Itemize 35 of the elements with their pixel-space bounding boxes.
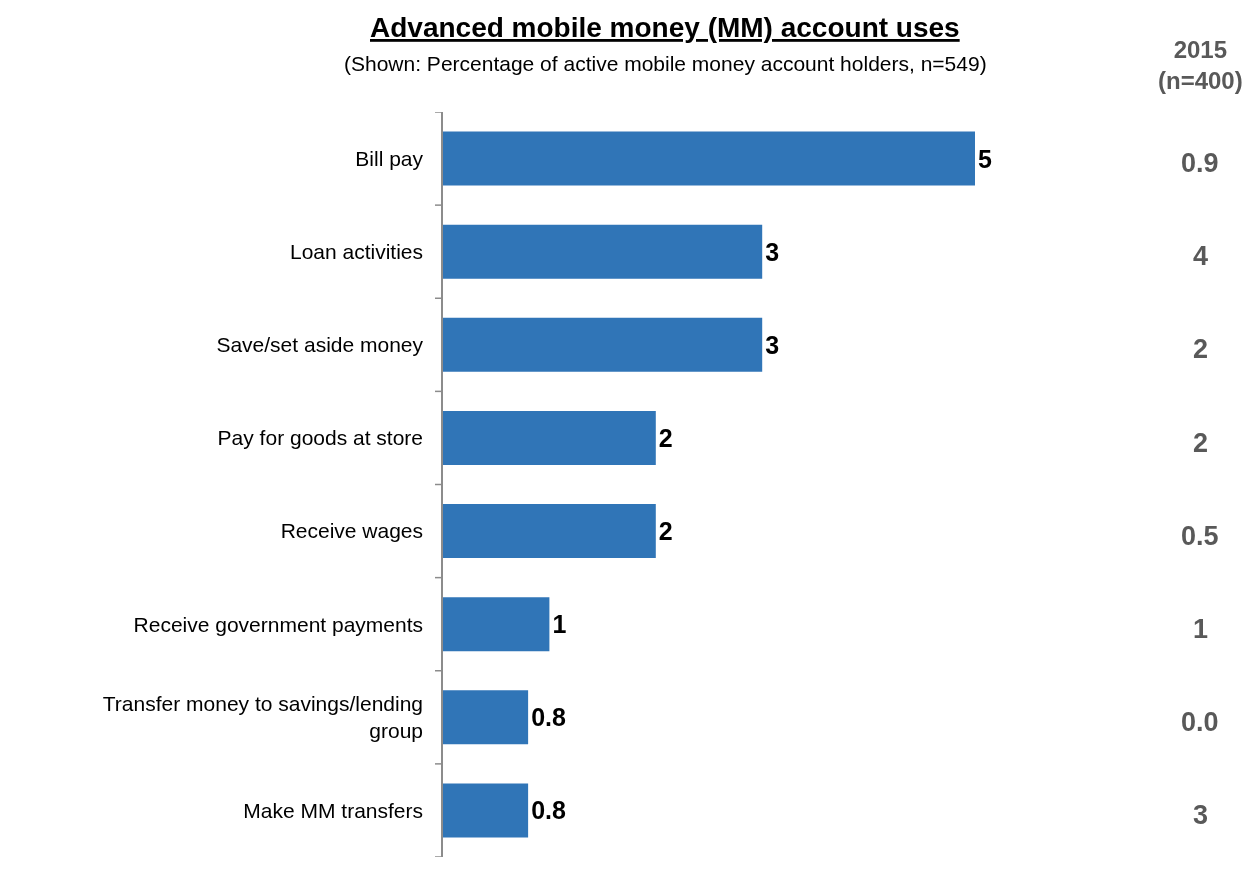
y-tick-label: Receive government payments — [133, 612, 424, 636]
text: 3 — [1193, 800, 1209, 830]
y-tick-label: Loan activities — [289, 240, 424, 264]
bar — [443, 131, 975, 186]
data-label: 1 — [552, 610, 567, 639]
bar — [443, 690, 529, 745]
data-label: 2 — [658, 517, 673, 546]
text: 0.5 — [1181, 521, 1219, 551]
text: 4 — [1193, 241, 1209, 271]
data-label: 2 — [658, 423, 673, 452]
bar — [443, 597, 550, 652]
y-tick-label: Receive wages — [280, 519, 424, 543]
text: 0.0 — [1181, 707, 1219, 737]
y-tick-label: Transfer money to savings/lending group — [102, 692, 424, 743]
chart-title: Advanced mobile money (MM) account uses — [370, 12, 960, 43]
bar — [443, 224, 763, 279]
y-tick-label: Pay for goods at store — [217, 426, 424, 450]
y-tick-label: Save/set aside money — [216, 333, 424, 357]
bar — [443, 410, 656, 465]
text: 0.9 — [1181, 148, 1219, 178]
chart-subtitle: (Shown: Percentage of active mobile money account holders, n=549) — [344, 52, 987, 75]
bar — [443, 504, 656, 559]
text: 2 — [1193, 334, 1209, 364]
data-label: 5 — [978, 144, 992, 173]
bar — [443, 317, 763, 372]
text: 1 — [1193, 614, 1209, 644]
text: 2 — [1193, 428, 1209, 458]
data-label: 0.8 — [531, 796, 566, 825]
bar — [443, 783, 529, 838]
data-label: 3 — [765, 330, 780, 359]
y-tick-label: Bill pay — [355, 146, 424, 170]
data-label: 0.8 — [531, 703, 566, 732]
y-tick-label: Make MM transfers — [243, 798, 424, 822]
data-label: 3 — [765, 237, 780, 266]
text: 2015 (n=400) — [1158, 36, 1243, 95]
